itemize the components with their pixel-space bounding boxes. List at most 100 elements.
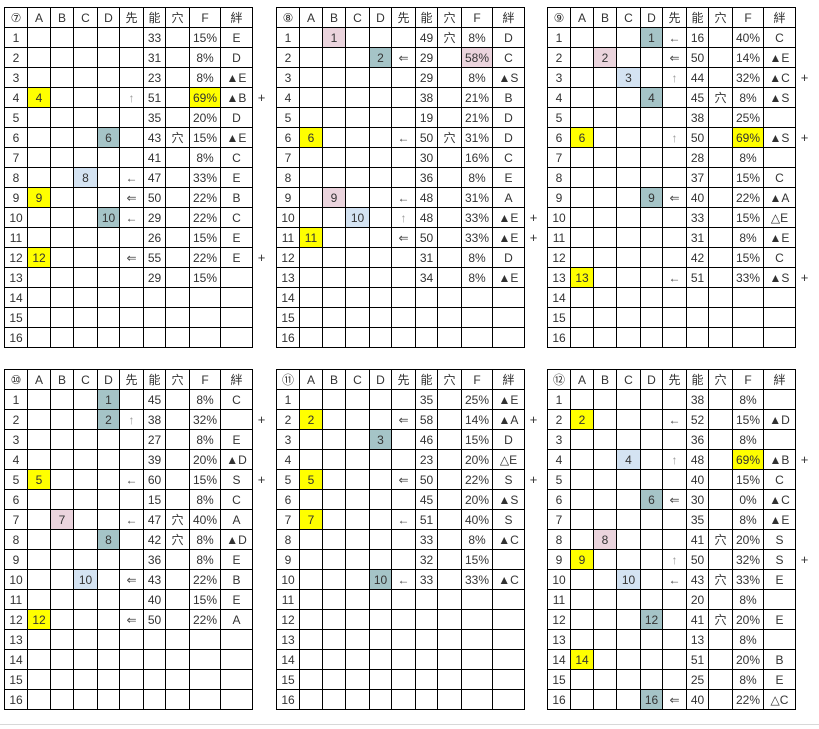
col-a-cell[interactable] <box>27 449 51 470</box>
col-kizuna-cell[interactable]: E <box>220 589 253 610</box>
col-f-cell[interactable]: 69% <box>732 127 764 148</box>
row-number-cell[interactable]: 10 <box>547 569 571 590</box>
col-f-cell[interactable]: 32% <box>732 549 764 570</box>
col-f-cell[interactable] <box>461 307 493 328</box>
double-arrow-left-icon[interactable]: ⇐ <box>662 47 687 68</box>
col-sen-cell[interactable] <box>119 147 144 168</box>
col-ana-cell[interactable] <box>165 327 190 348</box>
col-f-cell[interactable] <box>461 609 493 630</box>
col-c-cell[interactable] <box>616 469 641 490</box>
col-ana-cell[interactable] <box>708 307 733 328</box>
header-col-ana[interactable]: 穴 <box>437 369 462 390</box>
col-kizuna-cell[interactable] <box>220 409 253 430</box>
col-f-cell[interactable]: 33% <box>461 227 493 248</box>
header-col-ana[interactable]: 穴 <box>708 7 733 28</box>
col-a-cell[interactable] <box>570 47 594 68</box>
col-ana-cell[interactable] <box>708 27 733 48</box>
header-col-nou[interactable]: 能 <box>415 369 438 390</box>
row-number-cell[interactable]: 10 <box>276 569 300 590</box>
col-b-cell[interactable]: 1 <box>322 27 346 48</box>
col-f-cell[interactable]: 40% <box>189 509 221 530</box>
col-d-cell[interactable] <box>97 187 120 208</box>
row-number-cell[interactable]: 7 <box>276 147 300 168</box>
col-f-cell[interactable]: 31% <box>461 187 493 208</box>
header-col-nou[interactable]: 能 <box>686 7 709 28</box>
col-kizuna-cell[interactable]: C <box>220 207 253 228</box>
col-c-cell[interactable] <box>73 489 98 510</box>
col-nou-cell[interactable]: 37 <box>686 167 709 188</box>
col-f-cell[interactable]: 25% <box>732 107 764 128</box>
col-b-cell[interactable] <box>322 207 346 228</box>
race-label[interactable]: ⑪ <box>276 369 300 390</box>
row-number-cell[interactable]: 5 <box>547 107 571 128</box>
col-c-cell[interactable] <box>73 227 98 248</box>
col-d-cell[interactable] <box>369 307 392 328</box>
col-d-cell[interactable]: 10 <box>97 207 120 228</box>
col-c-cell[interactable] <box>616 267 641 288</box>
col-d-cell[interactable]: 2 <box>97 409 120 430</box>
col-kizuna-cell[interactable] <box>763 107 796 128</box>
col-c-cell[interactable]: 10 <box>345 207 370 228</box>
col-sen-cell[interactable] <box>391 689 416 710</box>
row-number-cell[interactable]: 13 <box>547 629 571 650</box>
col-kizuna-cell[interactable] <box>220 629 253 650</box>
col-d-cell[interactable]: 8 <box>97 529 120 550</box>
row-number-cell[interactable]: 1 <box>547 389 571 410</box>
col-a-cell[interactable] <box>299 549 323 570</box>
col-c-cell[interactable] <box>616 429 641 450</box>
col-sen-cell[interactable] <box>119 267 144 288</box>
col-ana-cell[interactable] <box>708 127 733 148</box>
col-nou-cell[interactable]: 50 <box>415 227 438 248</box>
double-arrow-left-icon[interactable]: ⇐ <box>119 247 144 268</box>
col-nou-cell[interactable]: 36 <box>686 429 709 450</box>
row-number-cell[interactable]: 8 <box>4 529 28 550</box>
col-d-cell[interactable] <box>640 509 663 530</box>
col-f-cell[interactable]: 33% <box>461 569 493 590</box>
col-ana-cell[interactable] <box>708 689 733 710</box>
col-ana-cell[interactable] <box>708 67 733 88</box>
col-b-cell[interactable] <box>322 307 346 328</box>
col-nou-cell[interactable]: 40 <box>686 469 709 490</box>
col-b-cell[interactable] <box>322 609 346 630</box>
col-a-cell[interactable] <box>27 509 51 530</box>
col-f-cell[interactable]: 0% <box>732 489 764 510</box>
col-c-cell[interactable] <box>616 127 641 148</box>
col-c-cell[interactable] <box>345 247 370 268</box>
col-c-cell[interactable] <box>73 689 98 710</box>
row-number-cell[interactable]: 12 <box>547 609 571 630</box>
col-nou-cell[interactable]: 51 <box>143 87 166 108</box>
col-c-cell[interactable] <box>616 47 641 68</box>
col-ana-cell[interactable] <box>165 47 190 68</box>
col-nou-cell[interactable]: 28 <box>686 147 709 168</box>
col-a-cell[interactable] <box>299 649 323 670</box>
col-c-cell[interactable] <box>345 689 370 710</box>
arrow-left-icon[interactable]: ← <box>391 569 416 590</box>
col-kizuna-cell[interactable] <box>220 307 253 328</box>
arrow-up-icon[interactable]: ↑ <box>662 127 687 148</box>
col-sen-cell[interactable] <box>662 207 687 228</box>
col-a-cell[interactable] <box>299 389 323 410</box>
col-nou-cell[interactable]: 51 <box>686 267 709 288</box>
col-d-cell[interactable] <box>97 609 120 630</box>
col-d-cell[interactable]: 1 <box>97 389 120 410</box>
col-ana-cell[interactable] <box>708 187 733 208</box>
col-nou-cell[interactable]: 20 <box>686 589 709 610</box>
header-col-c[interactable]: C <box>73 7 98 28</box>
col-c-cell[interactable] <box>73 389 98 410</box>
row-number-cell[interactable]: 2 <box>547 47 571 68</box>
col-a-cell[interactable]: 13 <box>570 267 594 288</box>
row-number-cell[interactable]: 4 <box>547 87 571 108</box>
col-f-cell[interactable]: 31% <box>461 127 493 148</box>
col-ana-cell[interactable] <box>437 147 462 168</box>
arrow-up-icon[interactable]: ↑ <box>662 67 687 88</box>
col-d-cell[interactable] <box>97 27 120 48</box>
col-nou-cell[interactable]: 47 <box>143 509 166 530</box>
col-d-cell[interactable] <box>640 529 663 550</box>
col-nou-cell[interactable]: 35 <box>415 389 438 410</box>
col-f-cell[interactable]: 22% <box>189 207 221 228</box>
row-number-cell[interactable]: 4 <box>4 87 28 108</box>
col-kizuna-cell[interactable]: ▲E <box>763 227 796 248</box>
header-col-a[interactable]: A <box>27 7 51 28</box>
row-number-cell[interactable]: 9 <box>276 549 300 570</box>
col-nou-cell[interactable]: 31 <box>415 247 438 268</box>
